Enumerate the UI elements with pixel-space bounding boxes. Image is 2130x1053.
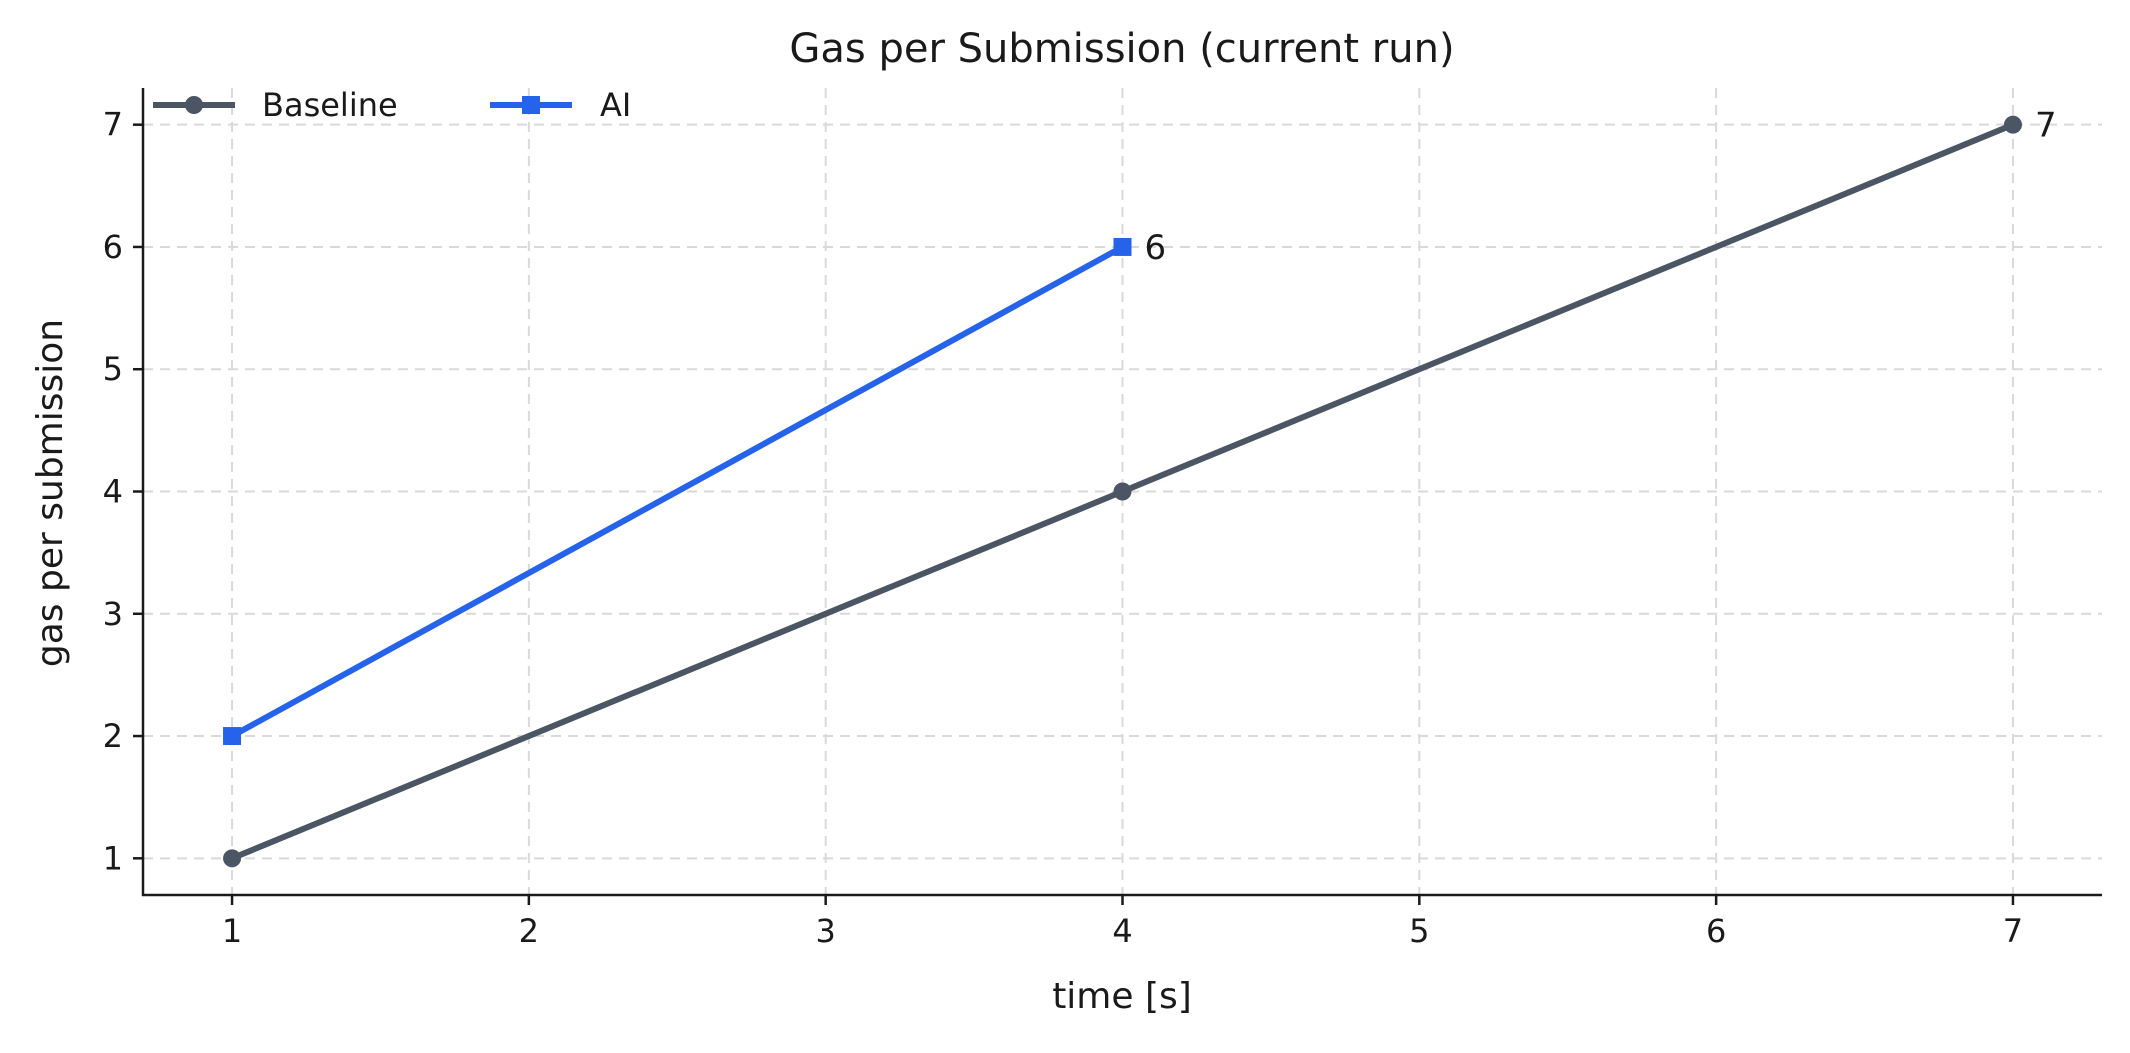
legend-label: AI [600, 86, 631, 124]
legend-marker [185, 96, 203, 114]
y-tick-label: 7 [103, 106, 123, 144]
legend-item-ai: AI [490, 86, 631, 124]
legend-item-baseline: Baseline [153, 86, 398, 124]
y-tick-label: 4 [103, 473, 123, 511]
legend-label: Baseline [262, 86, 398, 124]
end-value-label: 6 [1145, 228, 1167, 268]
y-tick-label: 3 [103, 595, 123, 633]
data-point [223, 727, 242, 746]
end-value-label: 7 [2035, 106, 2057, 146]
x-tick-label: 2 [519, 912, 539, 950]
y-tick-label: 1 [103, 839, 123, 877]
y-tick-label: 5 [103, 350, 123, 388]
series-baseline: 7 [223, 106, 2057, 868]
y-tick-label: 6 [103, 228, 123, 266]
x-axis-label: time [s] [1052, 976, 1192, 1017]
x-tick-label: 6 [1706, 912, 1726, 950]
y-tick-label: 2 [103, 717, 123, 755]
x-tick-label: 4 [1112, 912, 1132, 950]
x-tick-label: 1 [222, 912, 242, 950]
legend-marker [522, 96, 540, 114]
series-line [230, 244, 1124, 739]
axis-spines [141, 88, 2102, 897]
data-point [223, 849, 242, 868]
data-point [2003, 115, 2022, 134]
x-tick-label: 5 [1409, 912, 1429, 950]
series-layer: 76 [223, 106, 2057, 868]
legend: Baseline AI [153, 86, 631, 124]
x-tick-label: 7 [2003, 912, 2023, 950]
y-axis-label: gas per submission [30, 319, 71, 667]
series-ai: 6 [223, 228, 1167, 746]
chart-title: Gas per Submission (current run) [789, 26, 1454, 72]
data-point [1113, 482, 1132, 501]
grid [143, 88, 2102, 895]
data-point [1113, 237, 1132, 256]
x-tick-label: 3 [816, 912, 836, 950]
axes: 1 2 3 4 5 6 7 1 2 3 4 5 6 7 [103, 88, 2102, 950]
